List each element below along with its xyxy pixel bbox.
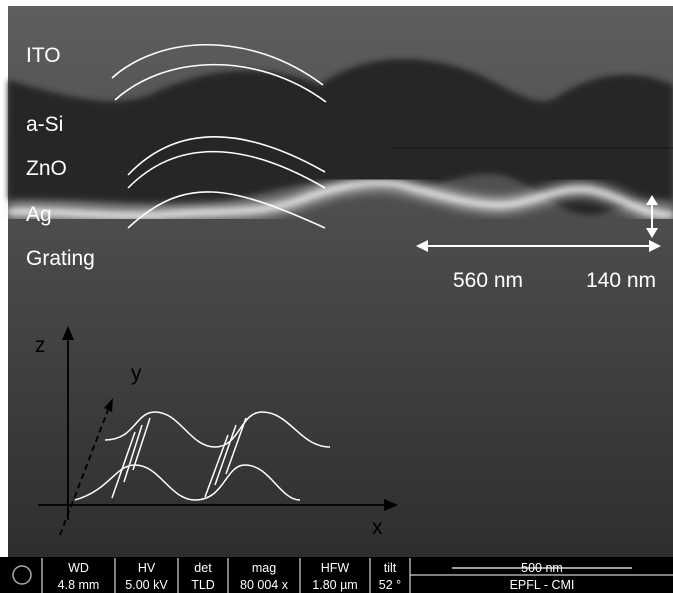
field-label: HFW bbox=[321, 561, 350, 575]
curve bbox=[127, 150, 326, 189]
arrowheads bbox=[646, 195, 658, 238]
axis-label: y bbox=[131, 362, 142, 385]
layer-label: Grating bbox=[26, 247, 95, 270]
layer-label: Ag bbox=[26, 203, 52, 226]
arrowhead bbox=[384, 499, 398, 511]
scale-label-bg bbox=[512, 561, 572, 573]
field-value: 80 004 x bbox=[240, 578, 289, 592]
logo bbox=[12, 565, 32, 585]
arrowhead bbox=[62, 326, 74, 340]
field-label: tilt bbox=[384, 561, 397, 575]
field-value: 1.80 µm bbox=[312, 578, 357, 592]
micrograph bbox=[7, 6, 673, 558]
dimension-arrows bbox=[416, 195, 661, 252]
axis-label: x bbox=[372, 516, 383, 539]
field-label: mag bbox=[252, 561, 276, 575]
field-label: det bbox=[194, 561, 212, 575]
curve bbox=[127, 191, 326, 229]
arrowhead bbox=[104, 398, 113, 412]
institution: EPFL - CMI bbox=[510, 578, 575, 592]
layer-label: ZnO bbox=[26, 157, 67, 180]
ag-line bbox=[7, 181, 673, 218]
coordinate-sketch bbox=[38, 326, 398, 536]
field-label: HV bbox=[138, 561, 156, 575]
ito-layer bbox=[8, 58, 673, 216]
y-axis bbox=[59, 409, 109, 536]
info-bar: WD 4.8 mm HV 5.00 kV det TLD mag 80 004 x HFW 1.8… bbox=[0, 557, 673, 593]
layer-label: a-Si bbox=[26, 113, 63, 136]
period-label: 560 nm bbox=[453, 269, 523, 292]
layer-curves bbox=[111, 43, 327, 229]
curve bbox=[114, 63, 327, 103]
field-value: 52 ° bbox=[379, 578, 401, 592]
field-value: 4.8 mm bbox=[58, 578, 100, 592]
curve bbox=[127, 136, 326, 176]
field-value: TLD bbox=[191, 578, 215, 592]
field-label: WD bbox=[68, 561, 89, 575]
layer-label: ITO bbox=[26, 44, 61, 67]
curve bbox=[111, 43, 324, 86]
surface-sketch bbox=[74, 411, 331, 501]
axis-label: z bbox=[35, 334, 46, 357]
height-label: 140 nm bbox=[586, 269, 656, 292]
field-value: 5.00 kV bbox=[125, 578, 168, 592]
